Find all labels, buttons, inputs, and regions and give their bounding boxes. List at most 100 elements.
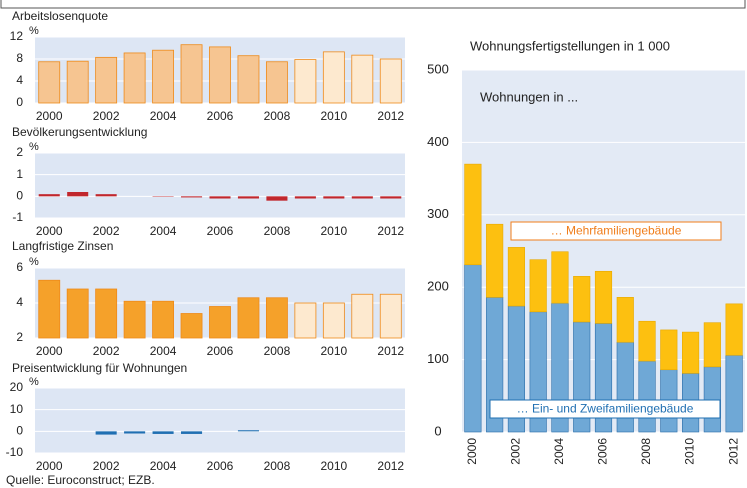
bar-segment [464, 264, 482, 433]
bar [209, 46, 231, 104]
x-tick-label: 2008 [264, 459, 291, 473]
x-tick-label: 2008 [264, 109, 291, 123]
x-tick-label: 2012 [726, 438, 740, 465]
x-tick-label: 2002 [93, 109, 120, 123]
bar [266, 196, 288, 201]
y-tick-label: 4 [16, 73, 23, 87]
legend-box [510, 221, 722, 241]
bar [351, 293, 374, 339]
bar [152, 300, 175, 339]
bar-segment [638, 360, 656, 433]
y-unit: % [29, 376, 39, 388]
bar [152, 431, 174, 434]
bar [380, 196, 402, 199]
x-tick-label: 2008 [264, 344, 291, 358]
y-unit: % [29, 141, 39, 153]
bar [237, 430, 259, 432]
y-tick-label: -10 [6, 445, 24, 459]
bar [180, 313, 203, 339]
bar [95, 194, 117, 197]
bar [95, 431, 117, 435]
bar [124, 431, 146, 434]
bar [66, 288, 89, 339]
y-tick-label: -1 [12, 210, 23, 224]
frame [0, 0, 746, 9]
bar [351, 54, 374, 104]
x-tick-label: 2012 [377, 224, 404, 238]
bar [265, 297, 288, 339]
bar [123, 52, 146, 104]
bar [123, 300, 146, 339]
x-tick-label: 2008 [264, 224, 291, 238]
bar-segment [725, 303, 743, 356]
x-tick-label: 2008 [639, 438, 653, 465]
bar-segment [703, 322, 721, 368]
bar [294, 302, 317, 339]
bar [180, 44, 203, 104]
bar-segment [682, 331, 700, 374]
y-tick-label: 0 [16, 424, 23, 438]
bar [237, 297, 260, 339]
x-tick-label: 2004 [150, 459, 177, 473]
bar-segment [725, 354, 743, 433]
bar [323, 196, 345, 199]
y-tick-label: 2 [16, 145, 23, 159]
y-tick-label: 10 [10, 402, 24, 416]
y-tick-label: 2 [16, 330, 23, 344]
y-tick-label: 1 [16, 167, 23, 181]
bar [351, 196, 373, 199]
source: Quelle: Euroconstruct; EZB. [6, 473, 155, 487]
y-tick-label: 100 [427, 351, 449, 366]
x-tick-label: 2000 [36, 344, 63, 358]
bar [38, 279, 61, 339]
bar-segment [616, 297, 634, 343]
bar-segment [616, 341, 634, 433]
bar [95, 56, 118, 104]
bar-segment [594, 270, 613, 324]
y-tick-label: 400 [427, 134, 449, 149]
x-tick-label: 2010 [320, 224, 347, 238]
x-tick-label: 2000 [465, 438, 479, 465]
bar [294, 196, 316, 199]
chart-subtitle: Wohnungen in ... [480, 89, 578, 104]
legend-label: … Mehrfamiliengebäude [551, 224, 682, 238]
bar [209, 306, 231, 339]
bar [152, 49, 175, 104]
y-tick-label: 4 [16, 295, 23, 309]
x-tick-label: 2012 [377, 459, 404, 473]
legend-label: … Ein- und Zweifamiliengebäude [517, 402, 694, 416]
plot-background [35, 153, 405, 218]
x-tick-label: 2010 [320, 459, 347, 473]
x-tick-label: 2000 [36, 224, 63, 238]
x-tick-label: 2006 [207, 459, 234, 473]
chart-title: Wohnungsfertigstellungen in 1 000 [470, 38, 670, 53]
x-tick-label: 2002 [509, 438, 523, 465]
bar-segment [507, 247, 525, 307]
x-tick-label: 2004 [150, 109, 177, 123]
bar [67, 192, 89, 197]
chart-title: Preisentwicklung für Wohnungen [12, 361, 187, 375]
y-tick-label: 20 [10, 380, 24, 394]
plot-background [35, 388, 405, 453]
y-tick-label: 0 [16, 95, 23, 109]
y-tick-label: 12 [10, 29, 24, 43]
x-tick-label: 2002 [93, 224, 120, 238]
bar-segment [529, 259, 547, 313]
x-tick-label: 2012 [377, 109, 404, 123]
x-tick-label: 2010 [320, 109, 347, 123]
x-tick-label: 2006 [596, 438, 610, 465]
bar-segment [573, 276, 591, 323]
y-tick-label: 0 [16, 189, 23, 203]
x-tick-label: 2004 [150, 224, 177, 238]
legend-box [489, 399, 721, 419]
bar [322, 51, 345, 104]
x-tick-label: 2004 [150, 344, 177, 358]
x-tick-label: 2002 [93, 459, 120, 473]
chart-title: Arbeitslosenquote [12, 9, 108, 23]
bar [237, 55, 260, 104]
y-tick-label: 300 [427, 206, 449, 221]
bar [66, 60, 89, 104]
bar-segment [464, 163, 482, 266]
chart-title: Langfristige Zinsen [12, 239, 113, 253]
